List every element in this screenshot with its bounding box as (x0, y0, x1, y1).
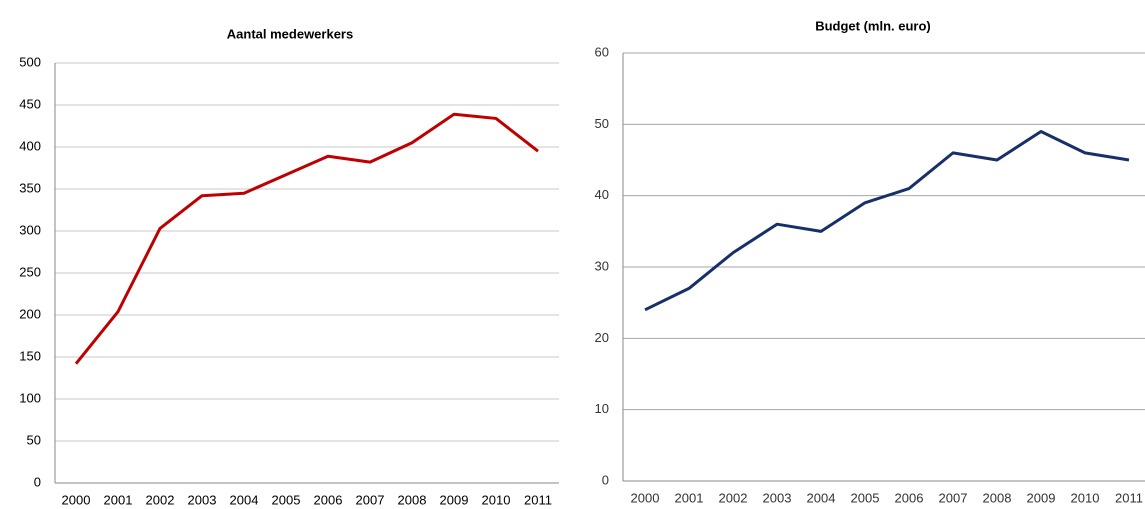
x-tick-label: 2007 (939, 490, 968, 505)
x-tick-label: 2002 (719, 490, 748, 505)
x-tick-label: 2009 (1027, 490, 1056, 505)
chart-title: Aantal medewerkers (227, 26, 353, 41)
data-line (644, 129, 1130, 312)
y-tick-label: 300 (19, 222, 41, 237)
y-tick-label: 500 (19, 54, 41, 69)
y-tick-label: 350 (19, 180, 41, 195)
x-tick-label: 2002 (146, 492, 175, 507)
y-tick-label: 150 (19, 348, 41, 363)
y-tick-label: 50 (595, 116, 609, 131)
x-tick-label: 2011 (1115, 490, 1143, 505)
y-tick-label: 0 (34, 474, 41, 489)
x-tick-label: 2010 (1071, 490, 1100, 505)
x-tick-label: 2000 (631, 490, 660, 505)
x-tick-label: 2003 (188, 492, 217, 507)
y-tick-label: 250 (19, 264, 41, 279)
x-tick-label: 2011 (524, 492, 552, 507)
y-tick-label: 30 (595, 258, 609, 273)
y-tick-label: 100 (19, 390, 41, 405)
data-line (74, 112, 539, 365)
y-tick-label: 50 (27, 432, 41, 447)
x-tick-label: 2008 (398, 492, 427, 507)
x-tick-label: 2004 (807, 490, 836, 505)
y-tick-label: 60 (595, 44, 609, 59)
x-tick-label: 2010 (482, 492, 511, 507)
x-tick-label: 2009 (440, 492, 469, 507)
x-tick-label: 2004 (230, 492, 259, 507)
x-tick-label: 2005 (272, 492, 301, 507)
y-tick-label: 20 (595, 330, 609, 345)
chart-title: Budget (mln. euro) (815, 18, 931, 33)
x-tick-label: 2003 (763, 490, 792, 505)
x-tick-label: 2007 (356, 492, 385, 507)
y-tick-label: 0 (602, 472, 609, 487)
x-tick-label: 2001 (675, 490, 704, 505)
y-tick-label: 40 (595, 187, 609, 202)
y-tick-label: 10 (595, 401, 609, 416)
x-tick-label: 2000 (62, 492, 91, 507)
x-tick-label: 2006 (895, 490, 924, 505)
x-tick-label: 2008 (983, 490, 1012, 505)
y-tick-label: 200 (19, 306, 41, 321)
x-tick-label: 2001 (104, 492, 133, 507)
y-tick-label: 400 (19, 138, 41, 153)
x-tick-label: 2006 (314, 492, 343, 507)
x-tick-label: 2005 (851, 490, 880, 505)
y-tick-label: 450 (19, 96, 41, 111)
